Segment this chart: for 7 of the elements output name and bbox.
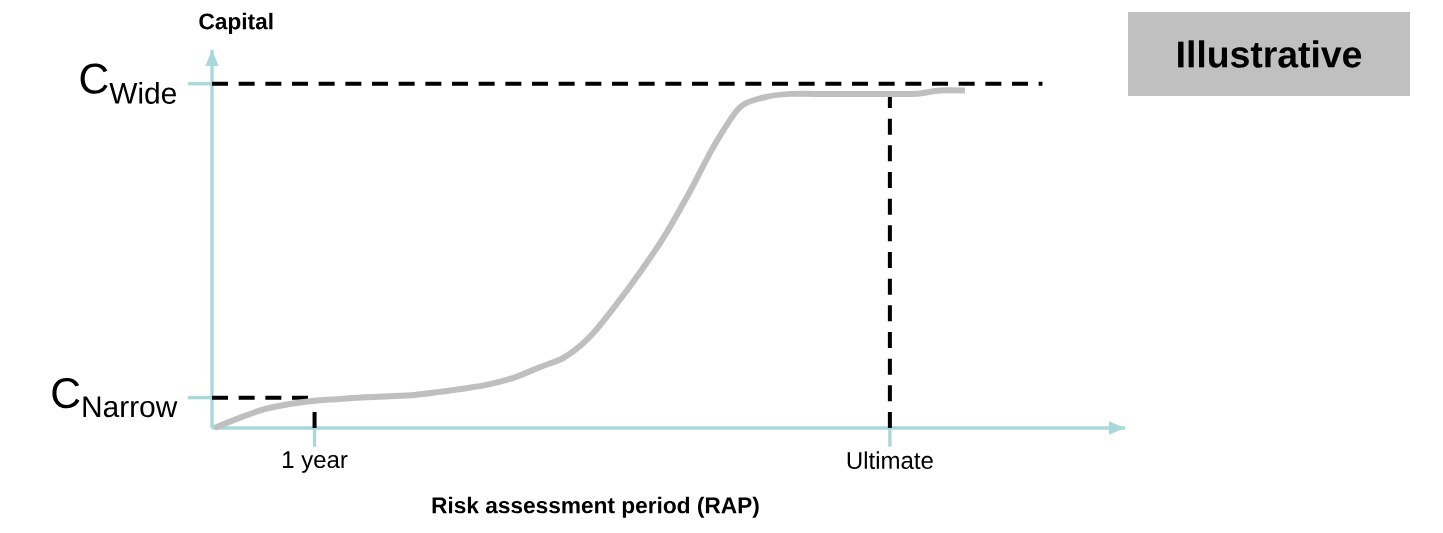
x-tick-label: 1 year — [283, 451, 348, 473]
text: Illustrative — [1178, 40, 1362, 68]
x-tick-label: Ultimate — [847, 451, 933, 469]
x-axis-title: Risk assessment period (RAP) — [432, 496, 759, 518]
ref-line-label: C$_{Narrow}$ — [52, 378, 178, 418]
ref-line-label: C$_{Wide}$ — [80, 63, 176, 104]
y-axis-title: Capital — [199, 12, 273, 34]
